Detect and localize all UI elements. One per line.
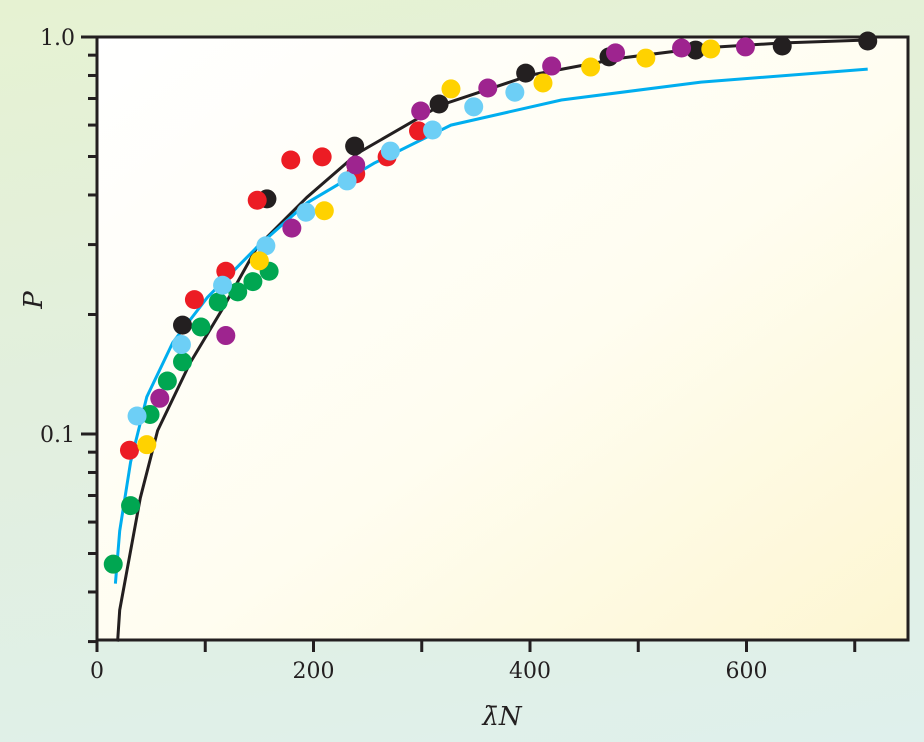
- y-tick-label: 0.1: [40, 423, 75, 448]
- data-point-series-3: [103, 554, 123, 574]
- data-point-series-6: [701, 39, 721, 59]
- data-point-series-2: [409, 121, 429, 141]
- x-axis-label: λ̄N: [481, 702, 522, 732]
- data-point-series-5: [411, 101, 431, 121]
- data-point-series-3: [243, 272, 263, 292]
- x-tick-label: 600: [726, 659, 768, 684]
- data-point-series-4: [256, 236, 276, 256]
- data-point-series-5: [216, 326, 236, 346]
- data-point-series-6: [137, 435, 157, 455]
- y-tick-label: 1.0: [40, 26, 75, 51]
- data-point-series-1: [858, 31, 878, 51]
- data-point-series-4: [423, 120, 443, 140]
- x-tick-label: 400: [509, 659, 551, 684]
- data-point-series-1: [429, 94, 449, 114]
- data-point-series-5: [478, 78, 498, 98]
- data-point-series-2: [119, 440, 139, 460]
- data-point-series-5: [542, 56, 562, 76]
- data-point-series-4: [505, 82, 525, 102]
- data-point-series-2: [247, 190, 267, 210]
- data-point-series-3: [157, 371, 177, 391]
- data-point-series-2: [312, 147, 332, 167]
- data-point-series-4: [171, 335, 191, 355]
- data-point-series-3: [121, 496, 141, 516]
- data-point-series-3: [173, 352, 193, 372]
- x-tick-label: 200: [293, 659, 335, 684]
- data-point-series-6: [249, 251, 269, 271]
- data-point-series-3: [228, 282, 248, 302]
- data-point-series-5: [150, 388, 170, 408]
- data-point-series-3: [191, 317, 211, 337]
- data-point-series-2: [184, 290, 204, 310]
- data-point-series-4: [337, 171, 357, 191]
- data-point-series-5: [346, 155, 366, 175]
- data-point-series-6: [581, 57, 601, 77]
- data-point-series-6: [314, 201, 334, 221]
- data-point-series-5: [282, 218, 302, 238]
- x-tick-label: 0: [90, 659, 104, 684]
- data-point-series-1: [686, 40, 706, 60]
- data-point-series-5: [735, 37, 755, 57]
- data-point-series-4: [296, 202, 316, 222]
- y-axis-label: P: [19, 291, 49, 310]
- data-point-series-3: [208, 292, 228, 312]
- data-point-series-4: [464, 97, 484, 117]
- data-points: [103, 31, 878, 574]
- data-point-series-5: [672, 38, 692, 58]
- data-point-series-4: [127, 406, 147, 426]
- axis-ticks: 0 200 400 600 0.1 1.0: [40, 26, 857, 684]
- data-point-series-4: [213, 275, 233, 295]
- data-point-series-2: [281, 150, 301, 170]
- data-point-series-5: [606, 43, 626, 63]
- data-point-series-1: [516, 63, 536, 83]
- data-point-series-6: [441, 79, 461, 99]
- data-point-series-6: [533, 73, 553, 93]
- data-point-series-1: [772, 36, 792, 56]
- data-point-series-4: [380, 141, 400, 161]
- data-point-series-1: [173, 315, 193, 335]
- data-point-series-6: [636, 48, 656, 68]
- data-point-series-1: [345, 136, 365, 156]
